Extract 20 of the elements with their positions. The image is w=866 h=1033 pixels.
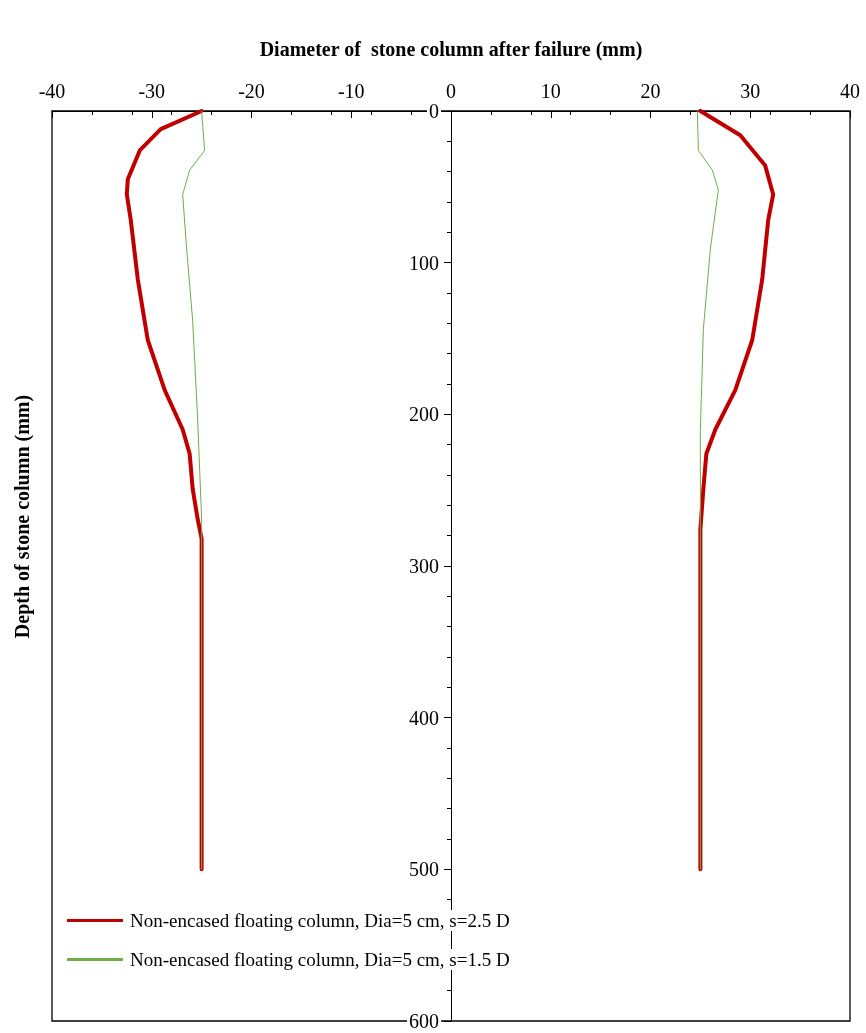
- y-tick-label: 200: [409, 403, 439, 426]
- x-tick-label: 40: [840, 80, 860, 102]
- y-tick-label: 300: [409, 555, 439, 577]
- y-tick-label: 400: [409, 706, 439, 729]
- x-tick-label: -10: [337, 80, 365, 102]
- y-tick-label: 500: [409, 858, 439, 881]
- x-tick-label: -40: [38, 80, 66, 102]
- y-tick-label: 0: [429, 100, 439, 122]
- x-axis-title: Diameter of stone column after failure (mm): [259, 38, 643, 61]
- x-tick-label: 20: [640, 80, 661, 102]
- y-tick-label: 100: [409, 251, 439, 274]
- legend-label: Non-encased floating column, Dia=5 cm, s=2.5 D: [130, 910, 510, 931]
- legend-label: Non-encased floating column, Dia=5 cm, s=1.5 D: [130, 949, 510, 970]
- y-axis-title: Depth of stone column (mm): [11, 394, 34, 639]
- x-tick-label: -30: [138, 80, 166, 102]
- x-tick-label: 30: [740, 80, 761, 102]
- x-tick-label: -20: [238, 80, 265, 102]
- x-tick-label: 0: [446, 80, 456, 102]
- x-tick-label: 10: [540, 80, 561, 102]
- y-tick-label: 600: [409, 1010, 439, 1032]
